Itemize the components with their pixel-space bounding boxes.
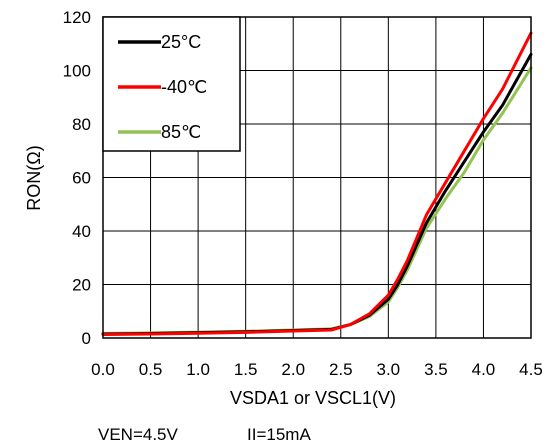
condition-ven: VEN=4.5V: [98, 425, 179, 444]
y-tick-label: 0: [82, 329, 91, 348]
x-tick-label: 2.0: [281, 360, 305, 379]
x-tick-label: 1.5: [234, 360, 258, 379]
plot-frame: [102, 16, 532, 339]
x-tick-labels: 0.0 0.5 1.0 1.5 2.0 2.5 3.0 3.5 4.0 4.5: [91, 360, 543, 379]
y-tick-label: 40: [72, 222, 91, 241]
series-lines: [101, 31, 533, 336]
x-tick-label: 4.5: [519, 360, 543, 379]
x-tick-label: 3.5: [424, 360, 448, 379]
series-line: [101, 31, 533, 336]
x-tick-label: 0.0: [91, 360, 115, 379]
legend: 25°C -40℃ 85℃: [102, 16, 241, 152]
x-tick-label: 1.0: [186, 360, 210, 379]
legend-box: [102, 16, 241, 152]
y-tick-label: 120: [63, 8, 91, 27]
x-axis-label: VSDA1 or VSCL1(V): [230, 388, 396, 408]
y-tick-label: 100: [63, 62, 91, 81]
y-tick-label: 80: [72, 115, 91, 134]
y-tick-label: 20: [72, 276, 91, 295]
legend-label: 25°C: [161, 32, 201, 52]
x-tick-label: 3.0: [377, 360, 401, 379]
y-tick-labels: 0 20 40 60 80 100 120: [63, 8, 91, 348]
condition-ii: II=15mA: [247, 425, 311, 444]
y-axis-label: RON(Ω): [24, 145, 44, 210]
x-tick-label: 4.0: [472, 360, 496, 379]
legend-label: -40℃: [161, 77, 207, 97]
y-tick-label: 60: [72, 169, 91, 188]
x-tick-label: 2.5: [329, 360, 353, 379]
legend-label: 85℃: [161, 122, 201, 142]
x-tick-label: 0.5: [139, 360, 163, 379]
